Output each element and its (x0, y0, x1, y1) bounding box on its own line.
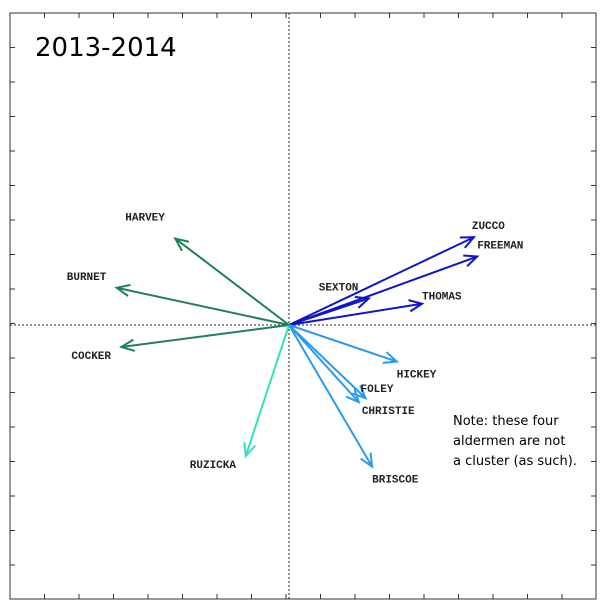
label-hickey: HICKEY (397, 370, 437, 382)
vector-cocker (121, 324, 290, 348)
annotation-line-1: Note: these four (453, 414, 559, 429)
axis-ticks (10, 13, 596, 599)
arrowhead-freeman (463, 254, 480, 267)
vector-sexton (288, 297, 370, 326)
label-harvey: HARVEY (125, 213, 165, 225)
arrowhead-thomas (408, 299, 425, 313)
arrowhead-burnet (114, 283, 131, 297)
label-briscoe: BRISCOE (372, 475, 419, 487)
label-burnet: BURNET (67, 272, 107, 284)
arrowhead-cocker (118, 338, 136, 352)
annotation-line-2: aldermen are not (453, 434, 565, 449)
vector-thomas (288, 302, 423, 326)
label-sexton: SEXTON (319, 282, 359, 294)
arrowhead-ruzicka (243, 441, 256, 459)
plot-frame (9, 12, 597, 600)
vector-zucco (288, 236, 475, 326)
label-layer: HARVEY BURNET COCKER RUZICKA ZUCCO FREEMAN SEX… (67, 213, 524, 487)
vector-ruzicka (244, 324, 290, 457)
label-foley: FOLEY (360, 384, 393, 396)
vector-christie (288, 324, 360, 403)
vector-briscoe (288, 324, 373, 468)
label-ruzicka: RUZICKA (190, 460, 237, 472)
arrowhead-christie (345, 388, 361, 404)
label-christie: CHRISTIE (362, 406, 415, 418)
arrowhead-hickey (382, 351, 400, 364)
arrowhead-sexton (354, 296, 372, 309)
label-freeman: FREEMAN (477, 241, 523, 253)
label-zucco: ZUCCO (472, 221, 505, 233)
vector-burnet (116, 286, 290, 326)
label-thomas: THOMAS (422, 292, 462, 304)
vector-foley (288, 324, 367, 399)
vector-harvey (174, 237, 290, 326)
annotation-line-3: a cluster (as such). (453, 454, 577, 469)
label-cocker: COCKER (71, 351, 111, 363)
arrowhead-briscoe (360, 452, 374, 469)
arrowhead-harvey (173, 237, 190, 252)
arrowhead-zucco (459, 236, 477, 249)
chart-title: 2013-2014 (35, 33, 177, 63)
vector-layer (114, 236, 480, 469)
vector-hickey (288, 324, 398, 363)
annotation-note: Note: these four aldermen are not a clus… (453, 414, 577, 469)
